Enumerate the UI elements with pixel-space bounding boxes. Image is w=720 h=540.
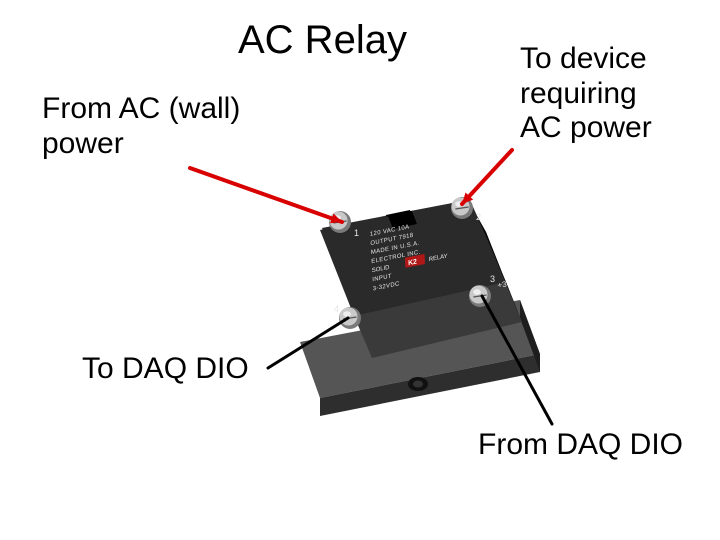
label-from-daq: From DAQ DIO	[478, 428, 683, 463]
label-from-ac-wall: From AC (wall) power	[42, 92, 240, 161]
terminal-number: 3	[490, 274, 495, 284]
svg-text:K2: K2	[408, 259, 417, 268]
svg-text:120 VAC 10A: 120 VAC 10A	[370, 224, 410, 238]
arrow	[190, 168, 342, 223]
svg-text:RELAY: RELAY	[429, 254, 448, 264]
arrow	[268, 318, 348, 368]
svg-text:ELECTROL INC.: ELECTROL INC.	[371, 250, 421, 266]
svg-text:SOLID: SOLID	[372, 265, 391, 275]
svg-text:OUTPUT 7918: OUTPUT 7918	[370, 233, 414, 247]
label-to-daq: To DAQ DIO	[82, 352, 249, 387]
slide-stage: AC Relay From AC (wall) power To device …	[0, 0, 720, 540]
arrow	[482, 296, 552, 424]
terminal-number: 1	[354, 228, 359, 238]
svg-text:+3: +3	[497, 279, 508, 290]
svg-text:INPUT: INPUT	[372, 274, 392, 284]
arrow	[462, 150, 512, 204]
relay-icon: 1 2 4 3 120 VAC 10AOUTPUT 7918MADE IN U.S.A.…	[300, 197, 540, 416]
svg-text:MADE IN U.S.A.: MADE IN U.S.A.	[371, 241, 420, 256]
svg-text:3-32VDC: 3-32VDC	[373, 281, 400, 292]
terminal-number: 4	[334, 304, 339, 314]
terminal-number: 2	[476, 212, 481, 222]
label-to-device: To device requiring AC power	[520, 42, 652, 146]
title: AC Relay	[238, 18, 407, 63]
